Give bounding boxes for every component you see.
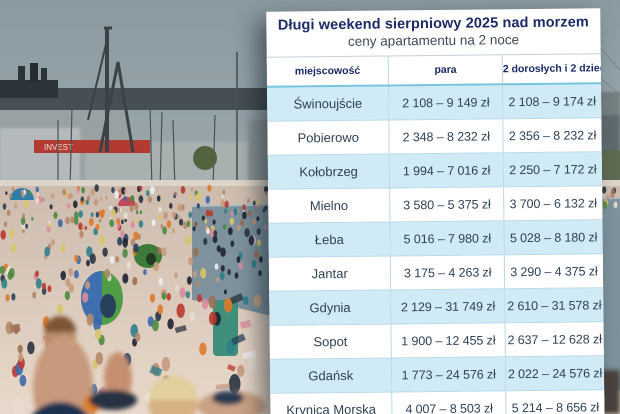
city-cell: Mielno [268, 187, 391, 224]
city-cell: Sopot [269, 323, 392, 360]
city-cell: Kołobrzeg [267, 153, 390, 190]
price-cell: 3 175 – 4 263 zł [390, 254, 505, 290]
price-cell: 5 028 – 8 180 zł [503, 219, 603, 255]
price-cell: 3 290 – 4 375 zł [504, 253, 604, 289]
price-cell: 2 610 – 31 578 zł [504, 287, 604, 323]
price-cell: 1 994 – 7 016 zł [389, 152, 504, 188]
table-row: Sopot 1 900 – 12 455 zł 2 637 – 12 628 zł [269, 321, 604, 360]
price-card: Długi weekend sierpniowy 2025 nad morzem… [266, 8, 605, 414]
price-table-body: Świnoujście 2 108 – 9 149 zł 2 108 – 9 174… [267, 83, 605, 414]
price-cell: 1 773 – 24 576 zł [391, 356, 506, 392]
city-cell: Gdynia [269, 289, 392, 326]
city-cell: Gdańsk [269, 357, 393, 394]
column-header: miejscowość [266, 55, 389, 87]
table-row: Łeba 5 016 – 7 980 zł 5 028 – 8 180 zł [268, 219, 603, 258]
crowd-dots [0, 184, 618, 414]
column-header: para [388, 54, 503, 86]
price-table: miejscowość para 2 dorosłych i 2 dzieci Św… [266, 53, 605, 414]
price-cell: 2 637 – 12 628 zł [504, 321, 604, 357]
price-cell: 2 250 – 7 172 zł [503, 151, 603, 187]
price-cell: 2 356 – 8 232 zł [502, 117, 602, 153]
harbor-crane-icon [87, 26, 135, 153]
tree [193, 146, 217, 170]
tree [596, 149, 620, 181]
price-cell: 1 900 – 12 455 zł [391, 322, 506, 358]
price-cell: 5 016 – 7 980 zł [390, 220, 505, 256]
price-cell: 2 129 – 31 749 zł [391, 288, 505, 324]
city-cell: Krynica Morska [270, 391, 393, 414]
table-row: Jantar 3 175 – 4 263 zł 3 290 – 4 375 zł [268, 253, 604, 292]
price-cell: 3 700 – 6 132 zł [503, 185, 603, 221]
foreground-figures [33, 316, 620, 414]
ship-silhouette [0, 63, 58, 98]
small-tent [134, 244, 162, 268]
price-cell: 4 007 – 8 503 zł [392, 390, 507, 414]
price-cell: 2 108 – 9 174 zł [502, 83, 602, 119]
table-row: Gdynia 2 129 – 31 749 zł 2 610 – 31 578 zł [269, 287, 604, 326]
card-title: Długi weekend sierpniowy 2025 nad morzem [277, 14, 589, 34]
price-cell: 5 214 – 8 656 zł [505, 389, 605, 414]
column-header: 2 dorosłych i 2 dzieci [502, 53, 602, 85]
table-row: Świnoujście 2 108 – 9 149 zł 2 108 – 9 174… [267, 83, 602, 122]
price-cell: 3 580 – 5 375 zł [389, 186, 504, 222]
city-cell: Pobierowo [267, 119, 390, 156]
price-cell: 2 022 – 24 576 zł [505, 355, 605, 391]
table-row: Mielno 3 580 – 5 375 zł 3 700 – 6 132 zł [268, 185, 603, 224]
city-cell: Łeba [268, 221, 391, 258]
table-row: Kołobrzeg 1 994 – 7 016 zł 2 250 – 7 172 z… [267, 151, 603, 190]
table-row: Krynica Morska 4 007 – 8 503 zł 5 214 – 8 … [270, 389, 605, 414]
price-table-head-row: miejscowość para 2 dorosłych i 2 dzieci [266, 53, 602, 87]
price-cell: 2 348 – 8 232 zł [389, 118, 504, 154]
price-cell: 2 108 – 9 149 zł [388, 84, 503, 120]
table-row: Gdańsk 1 773 – 24 576 zł 2 022 – 24 576 zł [269, 355, 605, 394]
table-row: Pobierowo 2 348 – 8 232 zł 2 356 – 8 232 z… [267, 117, 602, 156]
city-cell: Jantar [268, 255, 392, 292]
city-cell: Świnoujście [293, 95, 363, 112]
